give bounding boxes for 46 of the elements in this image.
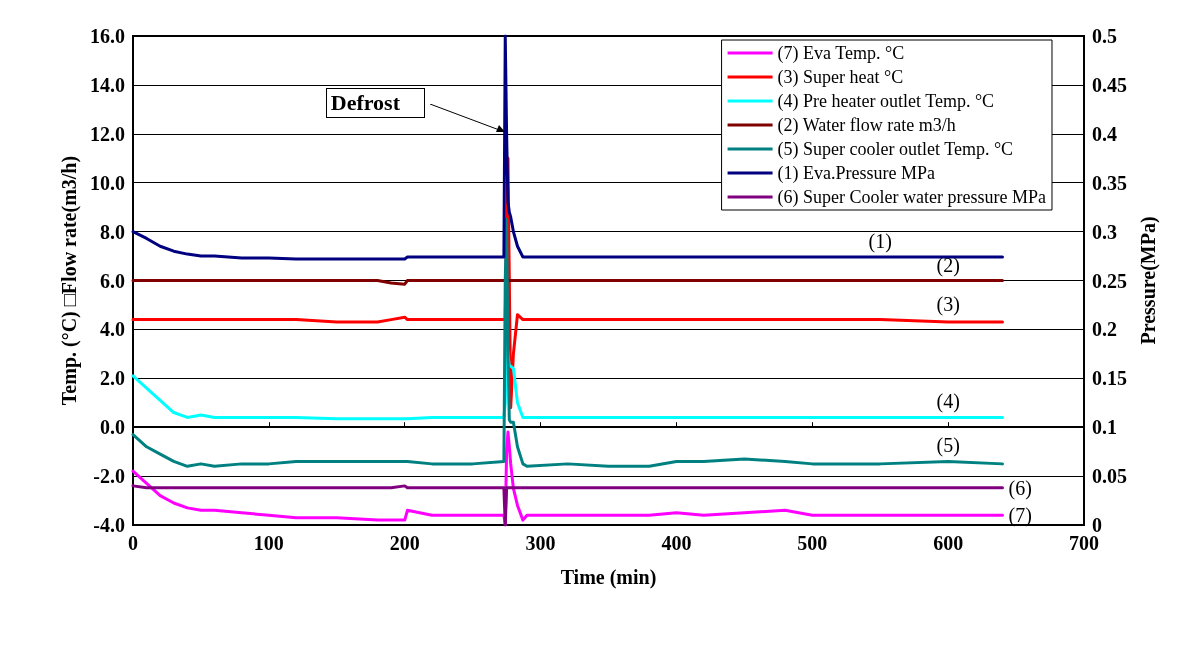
y-tick-label: 12.0 — [90, 122, 125, 145]
y-tick-label: 4.0 — [100, 318, 125, 341]
y-tick-label: 10.0 — [90, 171, 125, 194]
y-tick-label: -4.0 — [93, 514, 125, 536]
legend-label: (3) Super heat °C — [777, 67, 904, 88]
annotation: (6) — [1008, 476, 1032, 500]
x-tick-label: 200 — [389, 532, 420, 554]
annotation: Defrost — [325, 88, 425, 118]
y2-tick-label: 0.35 — [1092, 171, 1127, 194]
legend-label: (1) Eva.Pressure MPa — [777, 163, 936, 184]
legend-label: (7) Eva Temp. °C — [777, 43, 905, 64]
annotation: (3) — [936, 292, 960, 316]
y-tick-label: 2.0 — [100, 367, 125, 390]
x-tick-label: 300 — [525, 532, 556, 554]
legend-label: (4) Pre heater outlet Temp. °C — [777, 91, 995, 112]
annotation: (4) — [936, 390, 960, 414]
y2-tick-label: 0.1 — [1092, 416, 1117, 439]
x-axis-title: Time (min) — [560, 566, 657, 589]
y-tick-label: 8.0 — [100, 220, 125, 243]
y-tick-label: -2.0 — [93, 465, 125, 488]
annotation: (5) — [936, 434, 960, 458]
y2-tick-label: 0.3 — [1092, 220, 1117, 243]
y-axis-title: Temp. (°C) □Flow rate(m3/h) — [58, 155, 82, 406]
y-tick-label: 6.0 — [100, 269, 125, 292]
y2-tick-label: 0.5 — [1092, 25, 1117, 47]
legend-label: (2) Water flow rate m3/h — [777, 115, 956, 136]
legend-label: (5) Super cooler outlet Temp. °C — [777, 139, 1014, 160]
x-tick-label: 600 — [933, 532, 964, 554]
y2-tick-label: 0.15 — [1092, 367, 1127, 390]
y-tick-label: 0.0 — [100, 416, 125, 439]
y-tick-label: 14.0 — [90, 73, 125, 96]
y2-tick-label: 0.45 — [1092, 73, 1127, 96]
x-tick-label: 400 — [661, 532, 692, 554]
y2-tick-label: 0.25 — [1092, 269, 1127, 292]
x-tick-label: 0 — [128, 532, 138, 554]
x-tick-label: 100 — [253, 532, 284, 554]
line-series — [131, 217, 1004, 468]
x-tick-label: 500 — [797, 532, 828, 554]
annotation: (1) — [868, 230, 892, 254]
y2-tick-label: 0.05 — [1092, 465, 1127, 488]
y2-axis-title: Pressure(MPa) — [1136, 216, 1160, 345]
y-tick-label: 16.0 — [90, 25, 125, 47]
legend-label: (6) Super Cooler water pressure MPa — [777, 187, 1047, 208]
y2-tick-label: 0.4 — [1092, 122, 1117, 145]
y2-tick-label: 0.2 — [1092, 318, 1117, 341]
annotation: (2) — [936, 253, 960, 277]
